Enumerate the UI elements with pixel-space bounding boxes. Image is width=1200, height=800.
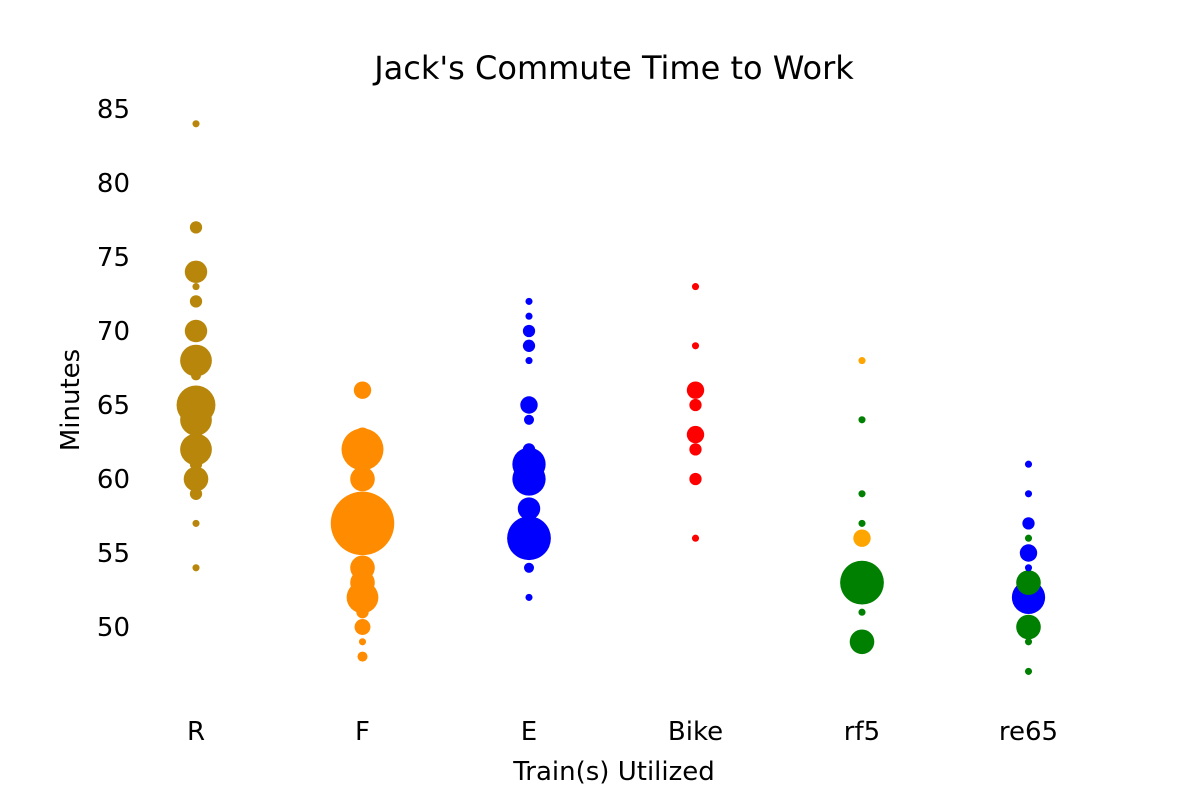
data-point	[691, 342, 700, 350]
x-tick-label: rf5	[844, 717, 880, 747]
data-point	[1024, 564, 1033, 572]
data-point	[357, 651, 368, 662]
data-point	[689, 443, 702, 456]
data-point	[189, 221, 203, 234]
data-point	[1024, 490, 1033, 498]
data-point	[184, 260, 208, 284]
data-point	[192, 120, 200, 128]
data-point	[522, 443, 536, 456]
chart-title: Jack's Commute Time to Work	[372, 49, 854, 87]
x-tick-label: F	[355, 717, 370, 747]
data-point	[192, 519, 200, 527]
data-point	[525, 593, 533, 601]
data-point	[180, 344, 212, 377]
data-point	[840, 560, 884, 605]
data-point	[689, 398, 702, 412]
data-point	[858, 519, 866, 527]
data-point	[350, 570, 375, 595]
data-point	[520, 396, 538, 414]
data-point	[346, 492, 379, 525]
data-point	[517, 497, 541, 520]
data-point	[686, 381, 705, 399]
data-point	[691, 283, 700, 291]
y-axis-label: Minutes	[56, 349, 86, 451]
data-point	[350, 466, 375, 492]
data-point	[522, 339, 536, 352]
data-point	[1016, 614, 1041, 640]
x-tick-label: E	[521, 717, 537, 747]
y-tick-label: 75	[97, 243, 130, 273]
data-point	[849, 629, 875, 655]
x-axis-ticks: R F E Bike rf5 re65	[187, 717, 1058, 747]
data-point	[355, 427, 370, 442]
data-point	[189, 458, 203, 471]
y-tick-label: 60	[97, 465, 130, 495]
data-point	[523, 562, 535, 573]
y-tick-label: 80	[97, 169, 130, 199]
data-point	[356, 606, 369, 619]
y-tick-label: 70	[97, 317, 130, 347]
data-point	[858, 357, 866, 365]
data-point	[183, 466, 209, 492]
data-point	[1024, 460, 1033, 468]
data-point	[192, 564, 200, 572]
data-point	[341, 428, 384, 471]
data-point	[189, 487, 203, 500]
data-point	[858, 490, 866, 498]
x-axis-label: Train(s) Utilized	[512, 757, 715, 787]
data-point	[189, 295, 203, 308]
data-point	[525, 312, 533, 320]
y-tick-label: 65	[97, 391, 130, 421]
x-tick-label: R	[187, 717, 205, 747]
data-point	[1024, 534, 1033, 542]
x-tick-label: re65	[999, 717, 1058, 747]
data-point	[525, 357, 533, 365]
data-point	[522, 324, 536, 338]
data-point	[358, 638, 367, 646]
data-point	[354, 619, 371, 635]
data-point	[1022, 517, 1035, 530]
data-point	[686, 425, 705, 444]
data-point	[180, 403, 212, 436]
data-point	[512, 462, 546, 496]
data-point	[858, 608, 866, 616]
data-point	[1024, 667, 1033, 675]
data-point	[1024, 638, 1033, 646]
data-point	[180, 433, 212, 466]
y-tick-label: 55	[97, 539, 130, 569]
y-tick-label: 85	[97, 95, 130, 125]
data-points	[176, 120, 1046, 675]
y-tick-label: 50	[97, 613, 130, 643]
data-point	[525, 297, 533, 305]
data-point	[523, 414, 535, 425]
y-axis-ticks: 50 55 60 65 70 75 80 85	[97, 95, 130, 643]
data-point	[507, 516, 551, 561]
data-point	[853, 529, 871, 547]
data-point	[691, 534, 700, 542]
x-tick-label: Bike	[668, 717, 723, 747]
data-point	[190, 370, 202, 381]
data-point	[1019, 544, 1038, 562]
data-point	[689, 472, 702, 486]
data-point	[858, 416, 866, 424]
data-point	[184, 319, 208, 343]
data-point	[192, 283, 200, 291]
data-point	[1016, 570, 1041, 595]
data-point	[353, 381, 372, 399]
